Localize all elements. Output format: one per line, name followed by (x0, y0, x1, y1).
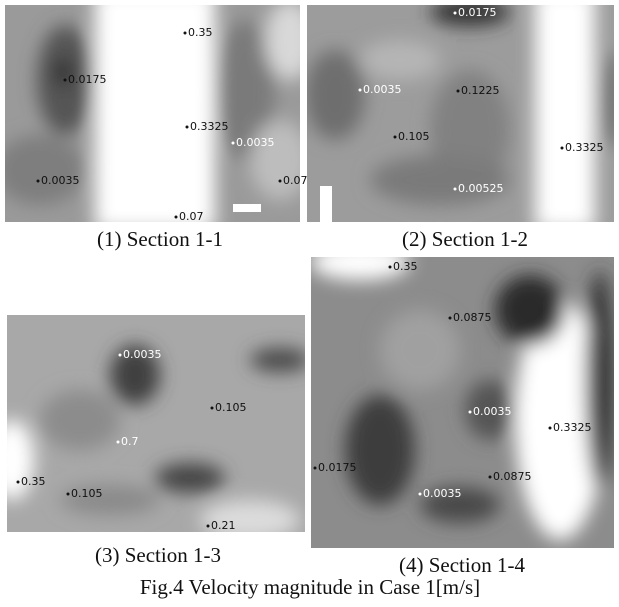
figure: (1) Section 1-1 (2) Section 1-2 (3) Sect… (0, 0, 619, 607)
panel-caption: (3) Section 1-3 (95, 543, 221, 567)
label-dot (549, 427, 552, 430)
label-dot (454, 188, 457, 191)
contour-label: 0.0035 (41, 174, 80, 187)
contour-label: 0.0035 (423, 487, 462, 500)
contour-label: 0.35 (393, 260, 418, 273)
label-dot (17, 481, 20, 484)
contour-label: 0.0035 (236, 136, 275, 149)
contour-label: 0.35 (21, 475, 46, 488)
contour-label: 0.1225 (461, 84, 500, 97)
contour-label: 0.0875 (453, 311, 492, 324)
contour-plot (305, 0, 619, 230)
contour-label: 0.07 (283, 174, 308, 187)
panel-caption: (1) Section 1-1 (97, 227, 223, 251)
label-dot (207, 525, 210, 528)
contour-label: 0.105 (398, 130, 430, 143)
contour-label: 0.0175 (318, 461, 357, 474)
contour-label: 0.07 (179, 210, 204, 223)
figure-caption: Fig.4 Velocity magnitude in Case 1[m/s] (140, 575, 480, 599)
label-dot (489, 476, 492, 479)
label-dot (117, 441, 120, 444)
label-dot (457, 90, 460, 93)
contour-label: 0.0035 (363, 83, 402, 96)
label-dot (186, 126, 189, 129)
label-dot (232, 142, 235, 145)
contour-label: 0.105 (71, 487, 103, 500)
label-dot (37, 180, 40, 183)
contour-label: 0.0175 (68, 73, 107, 86)
label-dot (279, 180, 282, 183)
contour-plot (310, 244, 614, 548)
contour-label: 0.35 (188, 26, 213, 39)
label-dot (119, 354, 122, 357)
label-dot (184, 32, 187, 35)
panel-caption: (2) Section 1-2 (402, 227, 528, 251)
contour-label: 0.00525 (458, 182, 504, 195)
contour-label: 0.3325 (190, 120, 229, 133)
contour-label: 0.7 (121, 435, 139, 448)
contour-label: 0.105 (215, 401, 247, 414)
contour-label: 0.0035 (473, 405, 512, 418)
label-dot (469, 411, 472, 414)
label-dot (394, 136, 397, 139)
label-dot (561, 147, 564, 150)
contour-label: 0.21 (211, 519, 236, 532)
label-dot (175, 216, 178, 219)
label-dot (211, 407, 214, 410)
label-dot (64, 79, 67, 82)
label-dot (389, 266, 392, 269)
label-dot (454, 12, 457, 15)
contour-label: 0.0035 (123, 348, 162, 361)
panel-caption: (4) Section 1-4 (399, 553, 525, 577)
contour-label: 0.0875 (493, 470, 532, 483)
page: (1) Section 1-1 (2) Section 1-2 (3) Sect… (0, 0, 619, 607)
contour-label: 0.3325 (565, 141, 604, 154)
label-dot (359, 89, 362, 92)
contour-plot (0, 0, 315, 230)
contour-label: 0.0175 (458, 6, 497, 19)
label-dot (419, 493, 422, 496)
contour-label: 0.3325 (553, 421, 592, 434)
label-dot (314, 467, 317, 470)
label-dot (449, 317, 452, 320)
label-dot (67, 493, 70, 496)
